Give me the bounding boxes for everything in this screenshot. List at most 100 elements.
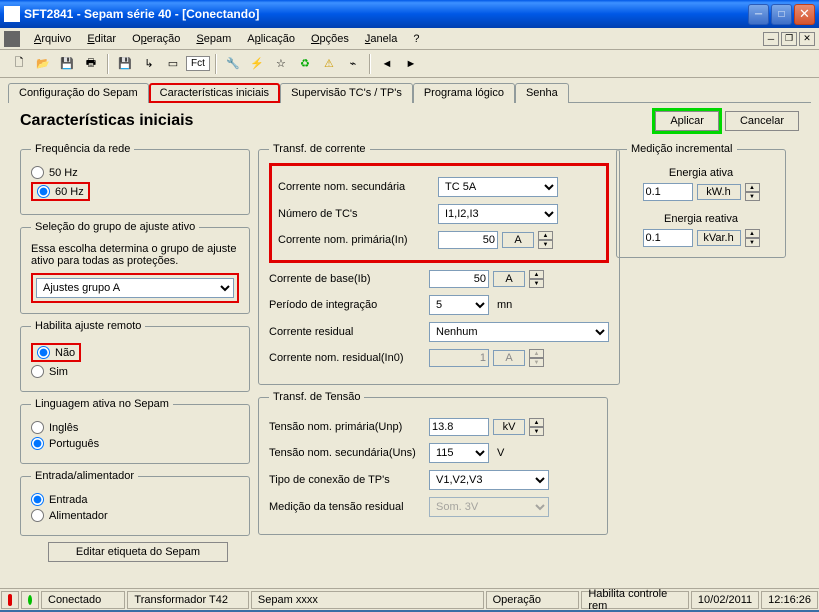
editar-etiqueta-button[interactable]: Editar etiqueta do Sepam — [48, 542, 228, 562]
menu-aplicacao[interactable]: Aplicação — [239, 31, 303, 47]
minimize-button[interactable]: ─ — [748, 4, 769, 25]
tc-sec-select[interactable]: TC 5A — [438, 177, 558, 197]
mdi-minimize-button[interactable]: ─ — [763, 32, 779, 46]
er-input[interactable] — [643, 229, 693, 247]
er-up[interactable]: ▲ — [745, 229, 760, 238]
maximize-button[interactable]: □ — [771, 4, 792, 25]
tc-pri-up[interactable]: ▲ — [538, 231, 553, 240]
ea-unit: kW.h — [697, 184, 741, 200]
tc-sec-label: Corrente nom. secundária — [278, 181, 438, 193]
tab-caracteristicas[interactable]: Características iniciais — [149, 83, 280, 103]
tc-legend: Transf. de corrente — [269, 143, 370, 155]
tool4-icon[interactable]: ⌁ — [342, 53, 364, 75]
tc-pri-unit: A — [502, 232, 534, 248]
status-rem: Habilita controle rem — [581, 591, 689, 609]
mdi-close-button[interactable]: ✕ — [799, 32, 815, 46]
remoto-nao-radio[interactable] — [37, 346, 50, 359]
status-date: 10/02/2011 — [691, 591, 759, 609]
menu-operacao[interactable]: Operação — [124, 31, 188, 47]
tc-res-select[interactable]: Nenhum — [429, 322, 609, 342]
remoto-fieldset: Habilita ajuste remoto Não Sim — [20, 320, 250, 392]
ea-input[interactable] — [643, 183, 693, 201]
lang-pt-radio[interactable] — [31, 437, 44, 450]
tc-num-select[interactable]: I1,I2,I3 — [438, 204, 558, 224]
tc-per-select[interactable]: 5 — [429, 295, 489, 315]
tab-supervisao[interactable]: Supervisão TC's / TP's — [280, 83, 413, 103]
tc-pri-label: Corrente nom. primária(In) — [278, 234, 438, 246]
tp-fieldset: Transf. de Tensão Tensão nom. primária(U… — [258, 391, 608, 535]
freq-fieldset: Frequência da rede 50 Hz 60 Hz — [20, 143, 250, 215]
entrada-ent-label: Entrada — [49, 494, 88, 506]
menu-opcoes[interactable]: Opções — [303, 31, 357, 47]
tab-programa[interactable]: Programa lógico — [413, 83, 515, 103]
prev-icon[interactable]: ◄ — [376, 53, 398, 75]
tc-pri-down[interactable]: ▼ — [538, 240, 553, 249]
menu-arquivo[interactable]: Arquivo — [26, 31, 79, 47]
new-icon[interactable]: 🗋 — [8, 53, 30, 75]
lang-en-radio[interactable] — [31, 421, 44, 434]
status-green-icon — [28, 595, 32, 605]
med-legend: Medição incremental — [627, 143, 737, 155]
lang-pt-label: Português — [49, 438, 99, 450]
tp-unp-input[interactable] — [429, 418, 489, 436]
freq-50-radio[interactable] — [31, 166, 44, 179]
tp-unp-down[interactable]: ▼ — [529, 427, 544, 436]
tp-unp-label: Tensão nom. primária(Unp) — [269, 421, 429, 433]
tool3-icon[interactable]: ♻ — [294, 53, 316, 75]
menu-help[interactable]: ? — [405, 31, 427, 47]
grupo-fieldset: Seleção do grupo de ajuste ativo Essa es… — [20, 221, 250, 314]
open-icon[interactable]: 📂 — [32, 53, 54, 75]
tp-uns-unit: V — [497, 447, 504, 459]
tp-con-select[interactable]: V1,V2,V3 — [429, 470, 549, 490]
mdi-restore-button[interactable]: ❐ — [781, 32, 797, 46]
tp-med-select: Som. 3V — [429, 497, 549, 517]
menu-editar[interactable]: Editar — [79, 31, 124, 47]
tp-unp-up[interactable]: ▲ — [529, 418, 544, 427]
cancel-button[interactable]: Cancelar — [725, 111, 799, 131]
tab-senha[interactable]: Senha — [515, 83, 569, 103]
entrada-ali-radio[interactable] — [31, 509, 44, 522]
grupo-select[interactable]: Ajustes grupo A — [36, 278, 234, 298]
apply-button[interactable]: Aplicar — [655, 111, 719, 131]
freq-60-radio[interactable] — [37, 185, 50, 198]
tc-resn-up: ▲ — [529, 349, 544, 358]
tc-pri-input[interactable] — [438, 231, 498, 249]
tool2-icon[interactable]: ☆ — [270, 53, 292, 75]
lang-fieldset: Linguagem ativa no Sepam Inglês Portuguê… — [20, 398, 250, 464]
warning-icon[interactable]: ⚠ — [318, 53, 340, 75]
tc-per-label: Período de integração — [269, 299, 429, 311]
tab-config[interactable]: Configuração do Sepam — [8, 83, 149, 103]
tc-num-label: Número de TC's — [278, 208, 438, 220]
close-button[interactable]: ✕ — [794, 4, 815, 25]
lang-en-label: Inglês — [49, 422, 78, 434]
er-down[interactable]: ▼ — [745, 238, 760, 247]
menu-sepam[interactable]: Sepam — [188, 31, 239, 47]
print-icon[interactable]: 🖶 — [80, 53, 102, 75]
doc-icon[interactable]: ▭ — [162, 53, 184, 75]
menu-janela[interactable]: Janela — [357, 31, 405, 47]
tc-base-up[interactable]: ▲ — [529, 270, 544, 279]
tc-base-down[interactable]: ▼ — [529, 279, 544, 288]
grupo-note: Essa escolha determina o grupo de ajuste… — [31, 243, 239, 267]
entrada-fieldset: Entrada/alimentador Entrada Alimentador — [20, 470, 250, 536]
med-fieldset: Medição incremental Energia ativa kW.h ▲… — [616, 143, 786, 258]
wrench-icon[interactable]: 🔧 — [222, 53, 244, 75]
ea-down[interactable]: ▼ — [745, 192, 760, 201]
disk-icon[interactable]: 💾 — [114, 53, 136, 75]
tp-uns-select[interactable]: 115 — [429, 443, 489, 463]
entrada-ent-radio[interactable] — [31, 493, 44, 506]
next-icon[interactable]: ► — [400, 53, 422, 75]
fct-button[interactable]: Fct — [186, 56, 210, 71]
tp-uns-label: Tensão nom. secundária(Uns) — [269, 447, 429, 459]
ea-up[interactable]: ▲ — [745, 183, 760, 192]
entrada-legend: Entrada/alimentador — [31, 470, 138, 482]
freq-60-label: 60 Hz — [55, 186, 84, 198]
tc-fieldset: Transf. de corrente Corrente nom. secund… — [258, 143, 620, 385]
arrow-icon[interactable]: ↳ — [138, 53, 160, 75]
tp-legend: Transf. de Tensão — [269, 391, 364, 403]
save-icon[interactable]: 💾 — [56, 53, 78, 75]
tc-resn-unit: A — [493, 350, 525, 366]
remoto-sim-radio[interactable] — [31, 365, 44, 378]
tc-base-input[interactable] — [429, 270, 489, 288]
tool1-icon[interactable]: ⚡ — [246, 53, 268, 75]
